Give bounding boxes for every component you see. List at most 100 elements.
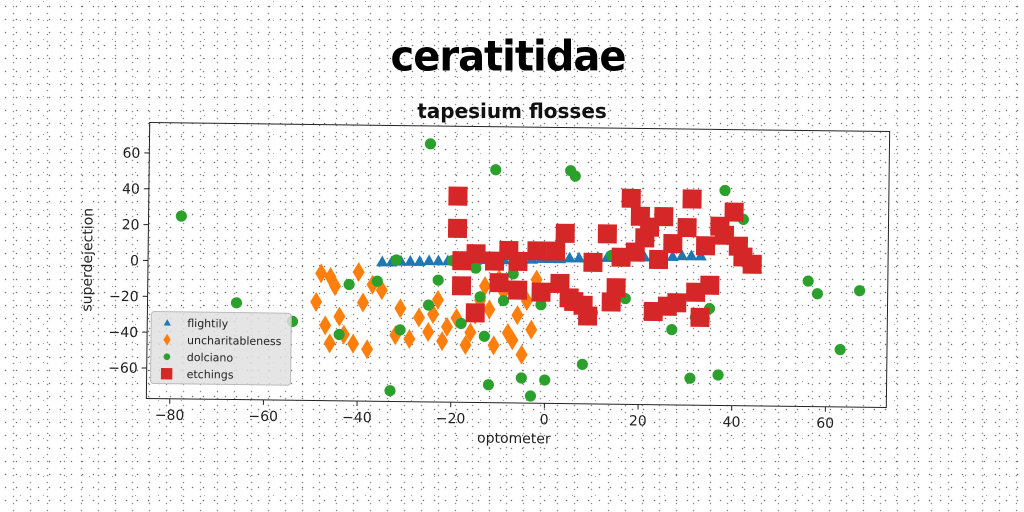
triangle-point: [376, 255, 389, 267]
circle-point: [478, 330, 490, 342]
circle-point: [175, 210, 187, 222]
diamond-point: [459, 335, 472, 356]
y-tick-label: −20: [109, 289, 139, 305]
circle-point: [371, 275, 383, 287]
square-point: [663, 233, 683, 254]
y-tick-label: 60: [122, 146, 140, 162]
y-tick-label: −40: [108, 325, 138, 341]
circle-point: [470, 262, 482, 274]
diamond-point: [440, 316, 453, 337]
series-etchings: [447, 186, 762, 328]
triangle-point: [572, 251, 585, 263]
diamond-point: [431, 289, 444, 310]
x-tick-label: 40: [723, 415, 741, 431]
square-point: [550, 273, 570, 294]
square-point: [527, 241, 547, 261]
square-point: [451, 276, 472, 296]
square-point: [448, 186, 468, 206]
circle-point: [666, 324, 678, 336]
legend-label: etchings: [187, 368, 234, 382]
circle-point: [390, 254, 402, 266]
circle-point: [422, 299, 435, 311]
square-point: [724, 202, 744, 222]
circle-point: [497, 295, 510, 307]
square-point: [466, 244, 486, 264]
triangle-point: [423, 254, 436, 266]
diamond-point: [450, 308, 463, 329]
circle-point: [507, 268, 519, 280]
legend-label: dolciano: [187, 351, 234, 365]
circle-point: [333, 328, 345, 341]
diamond-point: [324, 267, 337, 288]
circle-point: [230, 297, 243, 309]
chart-title: tapesium flosses: [417, 99, 607, 123]
square-point: [489, 273, 509, 293]
circle-point: [535, 299, 547, 311]
square-point: [508, 280, 528, 300]
circle-point: [474, 291, 486, 303]
diamond-point: [422, 322, 435, 343]
diamond-point: [310, 291, 323, 312]
circle-point: [834, 344, 846, 356]
diamond-point: [352, 262, 365, 283]
diamond-point: [375, 280, 388, 301]
square-point: [648, 249, 669, 270]
diamond-point: [487, 335, 500, 356]
diamond-point: [515, 344, 528, 365]
legend-label: flightily: [187, 317, 229, 331]
circle-point: [539, 374, 551, 386]
square-point: [546, 241, 566, 261]
circle-point: [343, 278, 355, 291]
diamond-point: [319, 315, 332, 336]
square-point: [690, 307, 710, 328]
diamond-point: [394, 298, 407, 319]
square-point: [700, 275, 720, 295]
square-point: [654, 206, 674, 227]
diamond-point: [356, 292, 369, 313]
diamond-point: [315, 263, 328, 284]
diamond-point: [464, 322, 477, 343]
triangle-point: [685, 249, 698, 261]
x-tick-label: −40: [342, 410, 372, 426]
y-tick-label: 0: [130, 253, 139, 269]
diamond-point: [478, 276, 491, 297]
x-tick-label: 0: [540, 412, 549, 428]
circle-point: [515, 372, 527, 384]
triangle-point: [413, 255, 426, 266]
y-tick-label: −60: [108, 361, 138, 377]
square-point: [583, 252, 603, 272]
legend: flightily uncharitableness dolciano etching…: [150, 311, 292, 386]
y-tick-label: 20: [122, 217, 140, 233]
circle-point: [432, 274, 444, 286]
circle-point: [576, 358, 588, 370]
x-tick-label: −80: [155, 408, 185, 424]
circle-point: [482, 379, 495, 391]
legend-box: [150, 311, 292, 386]
circle-point: [802, 275, 814, 287]
triangle-point: [404, 254, 417, 266]
y-axis-label: superdejection: [79, 208, 96, 312]
legend-label: uncharitableness: [187, 334, 282, 348]
triangle-point: [675, 249, 688, 261]
square-point: [621, 188, 641, 208]
square-point: [682, 189, 702, 209]
square-point: [742, 254, 762, 274]
triangle-point: [563, 251, 576, 263]
circle-point: [424, 138, 437, 150]
x-tick-label: 60: [816, 416, 834, 432]
circle-point: [524, 390, 537, 402]
circle-point: [384, 385, 396, 397]
x-tick-label: −20: [436, 411, 466, 427]
diamond-point: [323, 333, 336, 354]
diamond-point: [333, 306, 346, 327]
diamond-point: [501, 322, 514, 343]
circle-point: [490, 164, 502, 176]
circle-point: [569, 170, 581, 182]
square-point: [555, 223, 575, 243]
legend-triangle-swatch: [163, 319, 171, 326]
diamond-point: [329, 276, 342, 297]
square-point: [508, 251, 528, 272]
diamond-point: [427, 304, 440, 325]
